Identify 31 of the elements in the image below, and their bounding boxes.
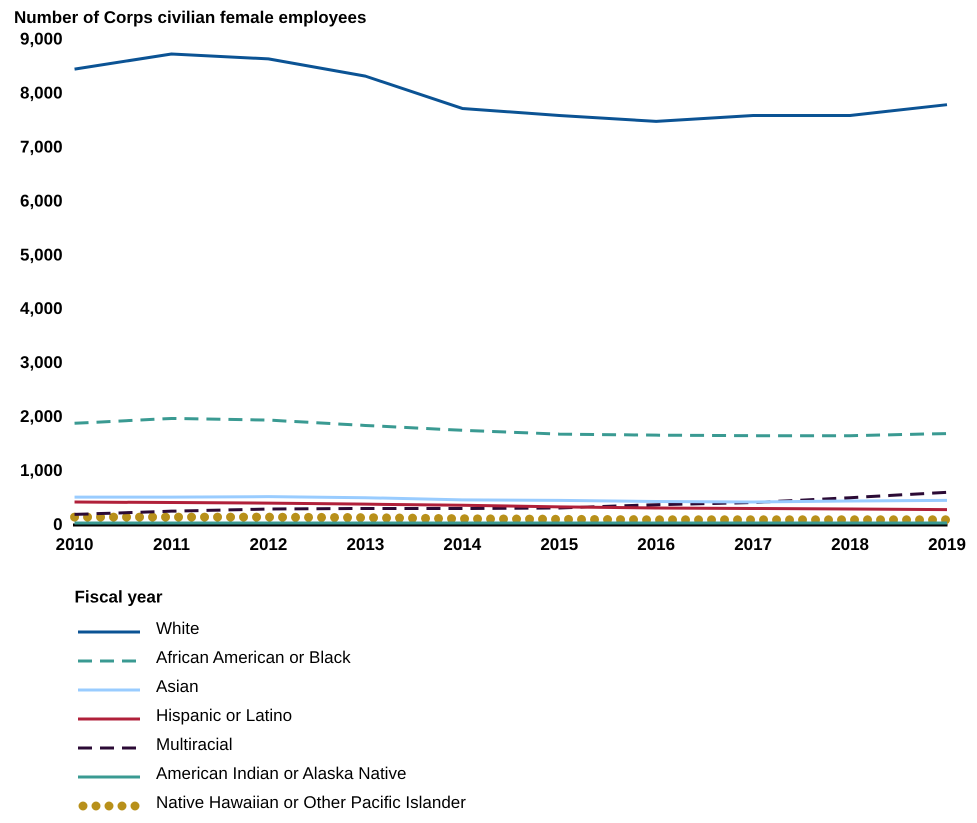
x-tick-label: 2010 (56, 535, 94, 554)
y-tick-label: 6,000 (20, 191, 63, 210)
line-series (73, 416, 948, 438)
y-tick-label: 8,000 (20, 84, 63, 103)
x-tick-label: 2015 (540, 535, 578, 554)
legend-label: African American or Black (156, 648, 351, 668)
x-tick-label: 2012 (250, 535, 288, 554)
legend-label: White (156, 618, 200, 638)
y-tick-label: 4,000 (20, 299, 63, 318)
x-tick-label: 2017 (734, 535, 772, 554)
x-tick-label: 2014 (443, 535, 482, 554)
y-tick-label: 9,000 (20, 30, 63, 49)
y-tick-label: 1,000 (20, 460, 63, 480)
y-tick-label: 0 (53, 514, 63, 534)
line-series (73, 490, 948, 516)
y-axis-title: Number of Corps civilian female employees (14, 8, 366, 28)
y-tick-label: 5,000 (20, 245, 63, 264)
x-tick-label: 2018 (831, 535, 869, 554)
legend-label: Hispanic or Latino (156, 706, 292, 726)
y-tick-label: 3,000 (20, 353, 63, 372)
legend-label: Native Hawaiian or Other Pacific Islander (156, 792, 466, 812)
x-tick-label: 2019 (928, 535, 966, 554)
legend-label: Asian (156, 676, 199, 696)
legend-label: Multiracial (156, 734, 233, 754)
x-axis-title: Fiscal year (74, 587, 163, 606)
legend-label: American Indian or Alaska Native (156, 764, 406, 784)
x-tick-label: 2016 (637, 535, 676, 554)
y-tick-label: 7,000 (20, 138, 63, 157)
x-tick-label: 2013 (346, 535, 384, 554)
x-tick-label: 2011 (153, 535, 190, 554)
y-tick-label: 2,000 (20, 407, 63, 426)
